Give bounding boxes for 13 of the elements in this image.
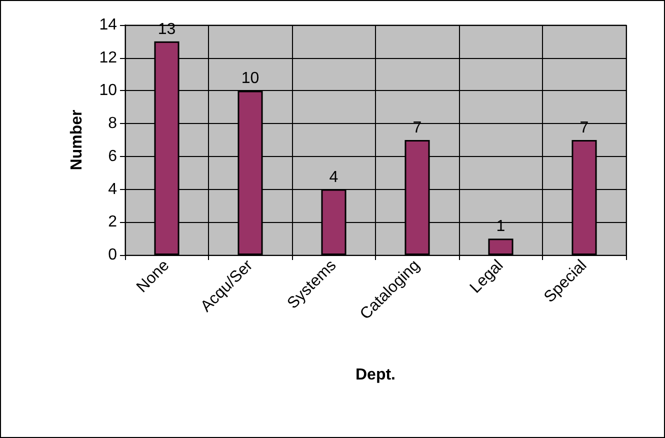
y-tick-label: 6 bbox=[108, 148, 118, 165]
y-tick-label: 2 bbox=[108, 214, 118, 231]
x-axis-title: Dept. bbox=[356, 366, 396, 384]
y-tick-label: 8 bbox=[108, 115, 118, 132]
y-tick-label: 10 bbox=[99, 82, 118, 100]
bar bbox=[488, 238, 514, 255]
y-axis-title: Number bbox=[68, 110, 86, 170]
y-tick-label: 0 bbox=[108, 246, 118, 264]
y-tick-label: 14 bbox=[99, 16, 118, 34]
y-tick-label: 12 bbox=[99, 49, 118, 66]
y-tick-label: 4 bbox=[108, 180, 118, 198]
data-label: 10 bbox=[241, 70, 260, 88]
data-label: 4 bbox=[329, 168, 338, 186]
